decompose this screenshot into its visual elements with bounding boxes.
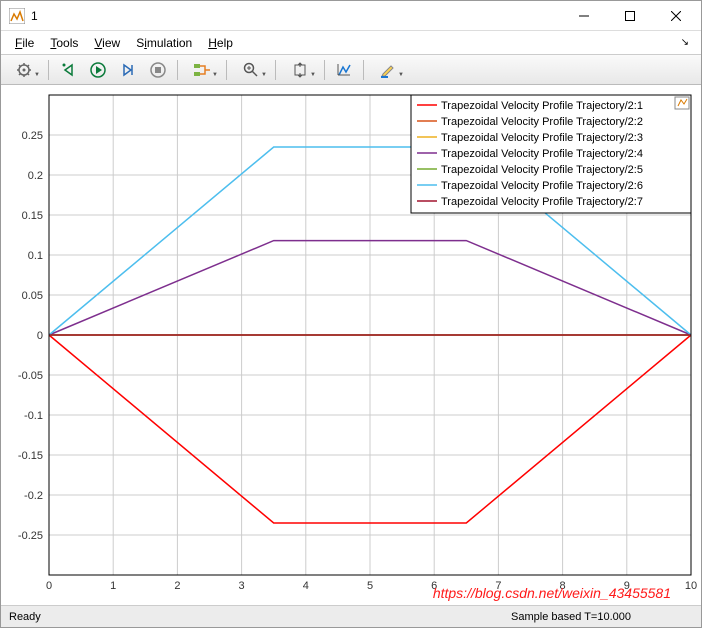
window-title: 1 — [31, 9, 561, 23]
svg-text:0.25: 0.25 — [22, 130, 43, 142]
stop-button[interactable] — [144, 58, 172, 82]
svg-text:-0.05: -0.05 — [18, 370, 43, 382]
run-button[interactable] — [84, 58, 112, 82]
svg-text:Trapezoidal Velocity Profile T: Trapezoidal Velocity Profile Trajectory/… — [441, 148, 643, 160]
signal-selector-button[interactable]: ▼ — [183, 58, 221, 82]
status-left: Ready — [9, 611, 41, 623]
svg-text:Trapezoidal Velocity Profile T: Trapezoidal Velocity Profile Trajectory/… — [441, 164, 643, 176]
cursor-measurements-button[interactable] — [330, 58, 358, 82]
title-bar: 1 — [1, 1, 701, 31]
svg-text:2: 2 — [174, 580, 180, 592]
svg-text:-0.2: -0.2 — [24, 490, 43, 502]
svg-text:0.05: 0.05 — [22, 290, 43, 302]
menu-tools[interactable]: Tools — [42, 34, 86, 52]
menu-overflow-icon[interactable]: ↘ — [675, 35, 695, 50]
menu-file[interactable]: File — [7, 34, 42, 52]
svg-text:-0.1: -0.1 — [24, 410, 43, 422]
step-back-button[interactable] — [54, 58, 82, 82]
step-forward-button[interactable] — [114, 58, 142, 82]
highlight-button[interactable]: ▼ — [369, 58, 407, 82]
menu-simulation[interactable]: Simulation — [128, 34, 200, 52]
svg-text:3: 3 — [239, 580, 245, 592]
svg-text:7: 7 — [495, 580, 501, 592]
menu-view[interactable]: View — [86, 34, 128, 52]
plot-area: 0 1 2 3 4 5 6 7 8 9 10 -0.25 -0.2 -0.15 -0.1 -0.05 0 0.05… — [1, 85, 701, 605]
close-button[interactable] — [653, 1, 699, 31]
svg-text:6: 6 — [431, 580, 437, 592]
svg-text:8: 8 — [560, 580, 566, 592]
svg-text:9: 9 — [624, 580, 630, 592]
svg-text:Trapezoidal Velocity Profile T: Trapezoidal Velocity Profile Trajectory/… — [441, 196, 643, 208]
svg-text:4: 4 — [303, 580, 309, 592]
minimize-button[interactable] — [561, 1, 607, 31]
menu-help[interactable]: Help — [200, 34, 241, 52]
toolbar: ▼ ▼ ▼ ▼ ▼ — [1, 55, 701, 85]
svg-text:-0.25: -0.25 — [18, 530, 43, 542]
svg-text:0.1: 0.1 — [28, 250, 43, 262]
svg-text:-0.15: -0.15 — [18, 450, 43, 462]
svg-text:1: 1 — [110, 580, 116, 592]
svg-text:0.15: 0.15 — [22, 210, 43, 222]
zoom-button[interactable]: ▼ — [232, 58, 270, 82]
menu-bar: File Tools View Simulation Help ↘ — [1, 31, 701, 55]
app-icon — [9, 8, 25, 24]
status-bar: Ready Sample based T=10.000 — [1, 605, 701, 627]
maximize-button[interactable] — [607, 1, 653, 31]
svg-text:0: 0 — [46, 580, 52, 592]
settings-button[interactable]: ▼ — [5, 58, 43, 82]
svg-text:Trapezoidal Velocity Profile T: Trapezoidal Velocity Profile Trajectory/… — [441, 116, 643, 128]
svg-text:Trapezoidal Velocity Profile T: Trapezoidal Velocity Profile Trajectory/… — [441, 132, 643, 144]
svg-text:10: 10 — [685, 580, 697, 592]
svg-text:Trapezoidal Velocity Profile T: Trapezoidal Velocity Profile Trajectory/… — [441, 180, 643, 192]
svg-text:0: 0 — [37, 330, 43, 342]
svg-text:Trapezoidal Velocity Profile T: Trapezoidal Velocity Profile Trajectory/… — [441, 100, 643, 112]
svg-text:0.2: 0.2 — [28, 170, 43, 182]
autoscale-button[interactable]: ▼ — [281, 58, 319, 82]
svg-text:5: 5 — [367, 580, 373, 592]
status-right: Sample based T=10.000 — [511, 611, 631, 623]
